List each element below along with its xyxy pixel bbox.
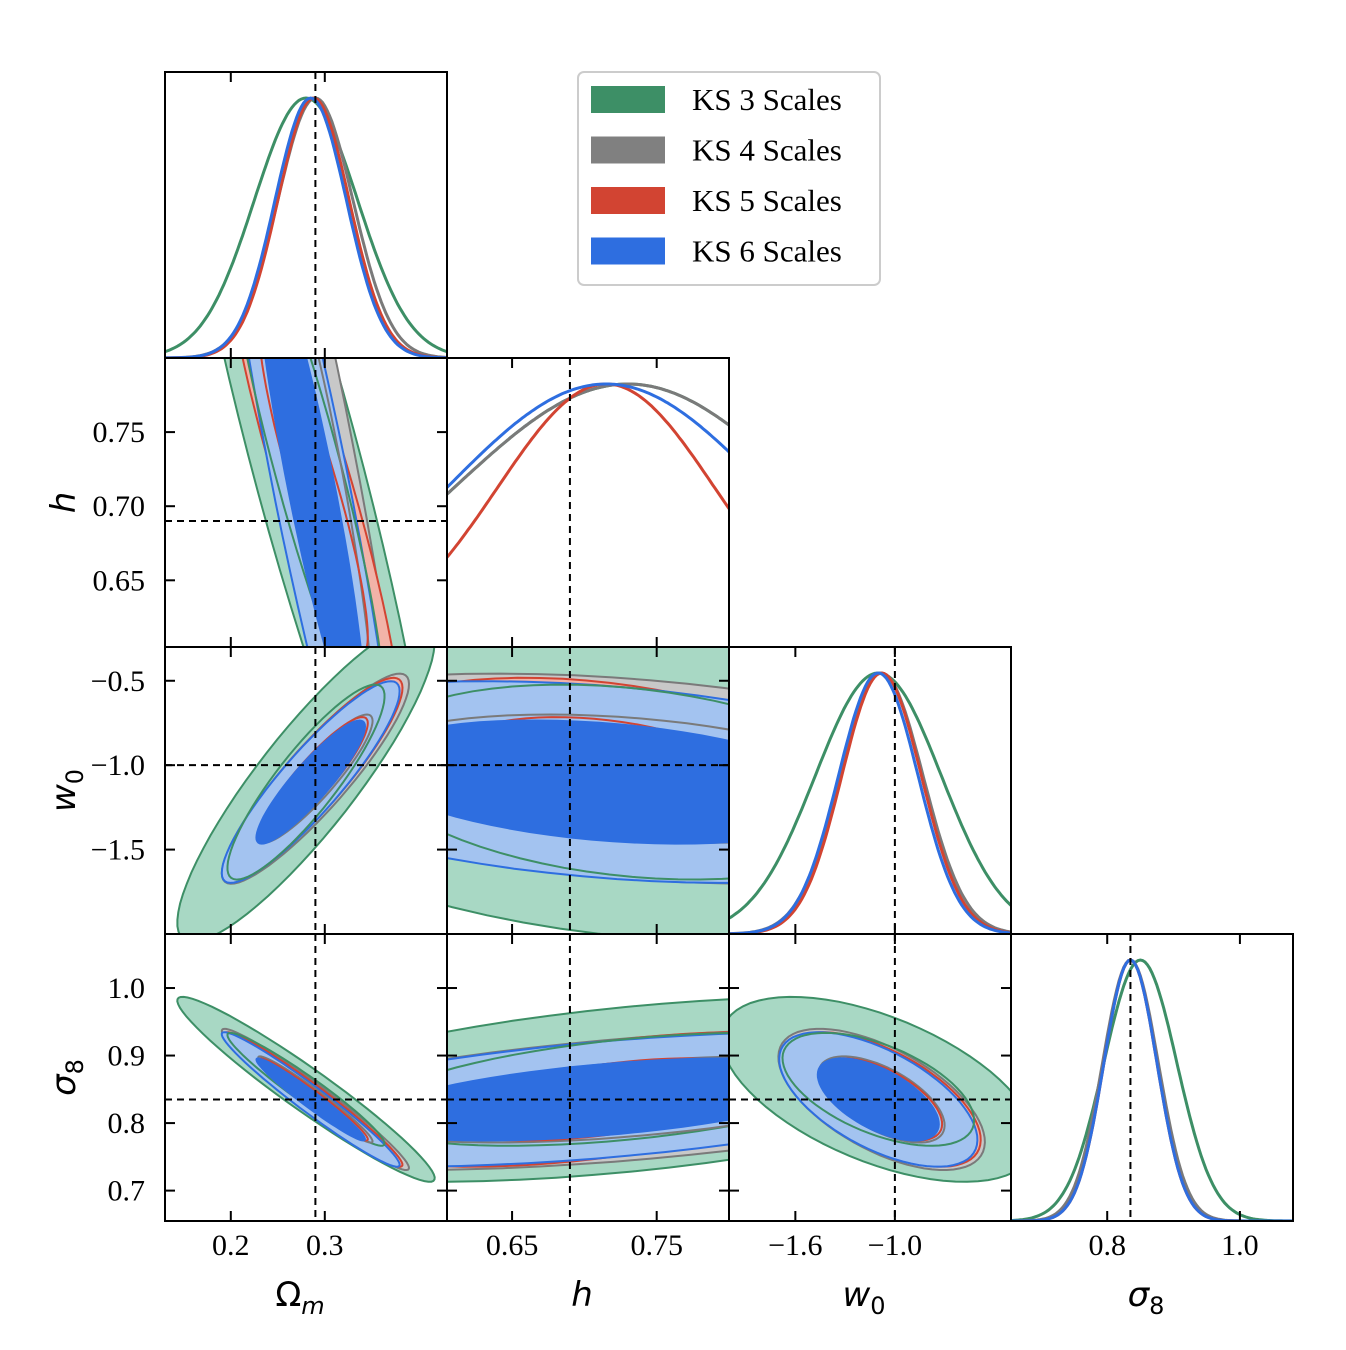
y-tick-label-h: 0.70: [93, 490, 146, 523]
panel-w0-w0: [729, 647, 1011, 934]
contour-68-series-3: [781, 1031, 976, 1147]
x-tick-label-w0: −1.0: [868, 1229, 922, 1262]
marginal-om-series-5: [165, 96, 447, 358]
panel-frames: [164, 71, 1294, 1222]
legend-entry-3: KS 3 Scales: [692, 82, 842, 117]
panel-s8-h: [447, 934, 729, 1221]
x-axis-label-w0: w0: [842, 1275, 885, 1320]
marginal-s8-series-3: [1011, 958, 1293, 1221]
marginal-h-series-4: [447, 382, 729, 496]
contour-68-series-6: [447, 1057, 729, 1142]
frame-2-2: [728, 646, 1012, 935]
legend-entry-6: KS 6 Scales: [692, 234, 842, 269]
marginal-s8-series-6: [1011, 958, 1293, 1221]
x-tick-label-w0: −1.6: [768, 1229, 822, 1262]
x-tick-label-s8: 0.8: [1088, 1229, 1126, 1262]
contour-68-series-6: [264, 358, 362, 647]
marginal-w0-series-4: [729, 671, 1011, 934]
panel-w0-om: [165, 647, 447, 934]
marginal-h-series-3: [447, 382, 729, 496]
legend-entry-5: KS 5 Scales: [692, 183, 842, 218]
x-axis-label-h: h: [571, 1275, 593, 1315]
x-axis-label-om: Ωm: [275, 1275, 324, 1320]
marginal-s8-series-4: [1011, 958, 1293, 1221]
y-axis-label-s8: σ8: [44, 1059, 89, 1096]
tick-labels: 0.65 0.70 0.75 −1.5 −1.0 −0.5 0.7 0.8 0.9 1.0 0.2 0…: [91, 416, 1259, 1262]
legend-swatch-6: [591, 237, 665, 265]
legend: KS 3 Scales KS 4 Scales KS 5 Scales KS 6 Sc…: [577, 71, 881, 286]
legend-swatch-3: [591, 86, 665, 113]
panel-w0-h: [447, 647, 729, 934]
panel-s8-om: [165, 934, 447, 1221]
x-tick-label-h: 0.75: [630, 1229, 683, 1262]
marginal-om-series-6: [165, 96, 447, 358]
marginal-om-series-3: [165, 96, 447, 354]
contour-68-series-3: [226, 683, 386, 881]
legend-entry-4: KS 4 Scales: [692, 133, 842, 168]
frame-1-1: [446, 357, 730, 648]
panel-om-om: [165, 72, 447, 358]
y-tick-label-s8: 1.0: [108, 972, 146, 1005]
panel-s8-w0: [729, 934, 1011, 1221]
legend-swatch-5: [591, 187, 665, 214]
marginal-h-series-6: [447, 382, 729, 489]
marginal-om-series-4: [165, 96, 447, 358]
panel-s8-s8: [1011, 934, 1293, 1221]
y-tick-label-w0: −0.5: [91, 665, 145, 698]
contour-68-series-3: [447, 683, 729, 881]
x-tick-label-om: 0.2: [212, 1229, 250, 1262]
legend-box: [577, 71, 881, 286]
y-tick-label-s8: 0.7: [108, 1175, 146, 1208]
y-tick-label-s8: 0.9: [108, 1040, 146, 1073]
axis-labels: h w0 σ8 Ωm h w0 σ8: [44, 492, 1164, 1320]
x-tick-label-s8: 1.0: [1221, 1229, 1259, 1262]
frame-3-3: [1010, 933, 1294, 1222]
y-axis-label-w0: w0: [44, 769, 89, 812]
contour-68-series-6: [255, 719, 367, 845]
panel-h-om: [165, 358, 447, 647]
marginal-w0-series-6: [729, 671, 1011, 934]
y-tick-label-s8: 0.8: [108, 1107, 146, 1140]
panels: [165, 72, 1293, 1221]
x-tick-label-h: 0.65: [486, 1229, 539, 1262]
y-tick-label-w0: −1.0: [91, 749, 145, 782]
y-tick-label-h: 0.75: [93, 416, 146, 449]
contour-68-series-6: [447, 719, 729, 845]
marginal-w0-series-3: [729, 671, 1011, 920]
marginal-w0-series-5: [729, 671, 1011, 934]
x-axis-label-s8: σ8: [1128, 1275, 1165, 1320]
y-tick-label-w0: −1.5: [91, 834, 145, 867]
legend-swatch-4: [591, 136, 665, 164]
marginal-s8-series-5: [1011, 958, 1293, 1221]
y-axis-label-h: h: [44, 492, 84, 514]
x-tick-label-om: 0.3: [306, 1229, 344, 1262]
y-tick-label-h: 0.65: [93, 564, 146, 597]
panel-h-h: [447, 358, 729, 647]
marginal-h-series-5: [447, 382, 729, 559]
